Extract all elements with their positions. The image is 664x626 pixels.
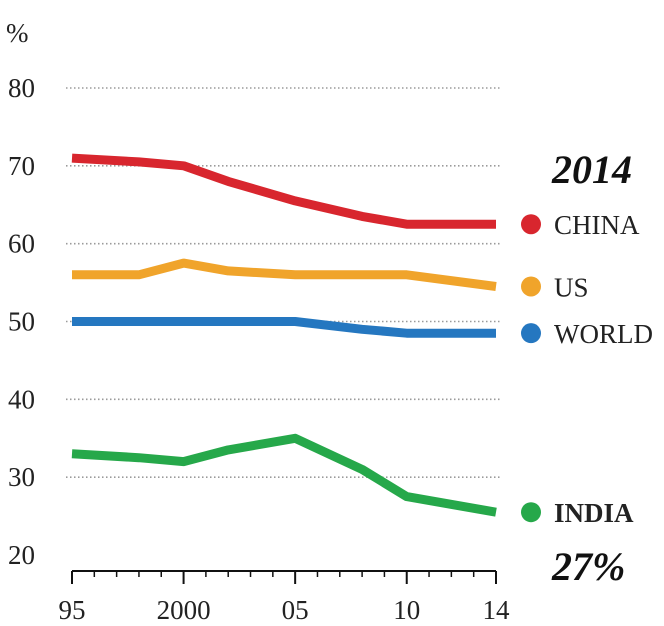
series-line-china <box>71 153 496 229</box>
legend-marker-india <box>521 502 541 523</box>
y-tick-label-20: 20 <box>8 540 35 570</box>
x-axis: 95 2000 05 10 14 <box>59 570 511 625</box>
x-tick-label-2000: 2000 <box>157 595 211 625</box>
legend-title: 2014 <box>551 147 632 192</box>
y-tick-label-60: 60 <box>8 229 35 259</box>
series-lines <box>71 153 497 517</box>
series-line-world <box>72 317 496 338</box>
legend-label-china: CHINA <box>554 210 640 240</box>
x-tick-label-14: 14 <box>483 595 511 625</box>
series-line-us <box>72 258 497 291</box>
india-annotation: 27% <box>551 544 625 589</box>
x-tick-label-95: 95 <box>59 595 86 625</box>
legend-label-india: INDIA <box>554 498 634 528</box>
y-axis-ticks: 80 70 60 50 40 30 20 <box>8 73 35 570</box>
legend-label-world: WORLD <box>554 319 653 349</box>
y-tick-label-80: 80 <box>8 73 35 103</box>
y-tick-label-70: 70 <box>8 151 35 181</box>
legend-marker-china <box>521 214 541 235</box>
y-axis-unit-label: % <box>6 18 29 48</box>
legend-marker-world <box>521 323 541 344</box>
y-tick-label-50: 50 <box>8 307 35 337</box>
legend: CHINA US WORLD INDIA <box>521 210 653 528</box>
legend-marker-us <box>521 276 541 297</box>
x-tick-label-10: 10 <box>393 595 420 625</box>
y-tick-label-40: 40 <box>8 384 35 414</box>
series-line-india <box>71 433 497 517</box>
y-tick-label-30: 30 <box>8 462 35 492</box>
x-tick-label-05: 05 <box>282 595 309 625</box>
legend-label-us: US <box>554 272 589 302</box>
